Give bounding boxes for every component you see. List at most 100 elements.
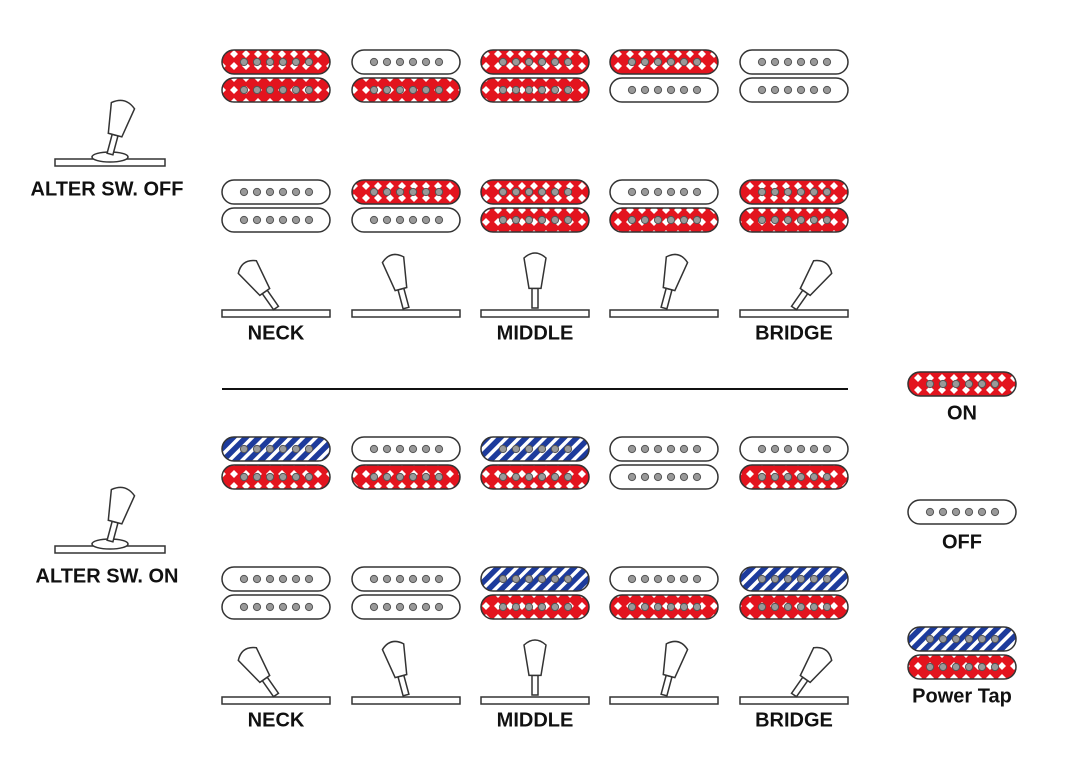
pole-piece (537, 574, 547, 584)
pole-piece (809, 444, 819, 454)
selector-base (739, 309, 849, 318)
pole-piece (563, 444, 573, 454)
pole-piece (421, 187, 431, 197)
pole-piece (239, 472, 249, 482)
lever-tip (237, 259, 271, 297)
pole-piece (395, 574, 405, 584)
selector-lever (381, 253, 410, 310)
pole-piece (395, 472, 405, 482)
legend-label: ON (947, 402, 977, 424)
pole-piece (796, 444, 806, 454)
pole-piece (421, 57, 431, 67)
coil-body (221, 207, 331, 233)
pole-piece (511, 574, 521, 584)
pickup-coil (609, 207, 719, 233)
selector-base (221, 309, 331, 318)
pole-piece (977, 634, 987, 644)
pole-piece (252, 602, 262, 612)
pickup-coil (739, 179, 849, 205)
pole-piece (640, 444, 650, 454)
coil-body (351, 179, 461, 205)
pole-piece (395, 215, 405, 225)
pole-piece (770, 187, 780, 197)
pickup-coil (351, 594, 461, 620)
lever-tip (799, 646, 833, 684)
pole-piece (498, 85, 508, 95)
pole-piece (369, 574, 379, 584)
pole-piece (550, 574, 560, 584)
pole-piece (653, 57, 663, 67)
pole-piece (770, 472, 780, 482)
pole-piece (809, 57, 819, 67)
pole-piece (679, 57, 689, 67)
pole-piece (265, 85, 275, 95)
lever-tip (107, 486, 136, 525)
pickup-coil (221, 464, 331, 490)
pickup-coil (609, 179, 719, 205)
pole-piece (822, 444, 832, 454)
pole-piece (640, 187, 650, 197)
pole-piece (278, 444, 288, 454)
pole-piece (498, 215, 508, 225)
pickup-coil (609, 77, 719, 103)
pole-piece (925, 507, 935, 517)
legend-label: OFF (942, 531, 982, 553)
pole-piece (757, 602, 767, 612)
coil-body (221, 77, 331, 103)
pickup-coil (739, 49, 849, 75)
pole-piece (434, 472, 444, 482)
pole-piece (291, 57, 301, 67)
pole-piece (640, 574, 650, 584)
lever-tip (662, 640, 689, 679)
pole-piece (653, 215, 663, 225)
pole-piece (239, 57, 249, 67)
pole-piece (524, 444, 534, 454)
pole-piece (627, 444, 637, 454)
pickup-coil (609, 49, 719, 75)
pole-piece (563, 85, 573, 95)
pole-piece (278, 85, 288, 95)
pole-piece (990, 507, 1000, 517)
pole-piece (692, 187, 702, 197)
pole-piece (278, 187, 288, 197)
pole-piece (369, 187, 379, 197)
pole-piece (434, 85, 444, 95)
pole-piece (770, 215, 780, 225)
pole-piece (265, 444, 275, 454)
coil-body (351, 464, 461, 490)
pole-piece (524, 187, 534, 197)
coil-body (609, 49, 719, 75)
pole-piece (692, 574, 702, 584)
pole-piece (252, 472, 262, 482)
pickup-coil (480, 464, 590, 490)
pole-piece (627, 85, 637, 95)
selector-lever (523, 252, 547, 309)
pickup-coil (739, 77, 849, 103)
pole-piece (278, 574, 288, 584)
pole-piece (757, 444, 767, 454)
pickup-coil (907, 626, 1017, 652)
pole-piece (640, 472, 650, 482)
pole-piece (304, 444, 314, 454)
pole-piece (692, 57, 702, 67)
pole-piece (679, 574, 689, 584)
coil-body (739, 49, 849, 75)
coil-body (221, 594, 331, 620)
pole-piece (822, 57, 832, 67)
pole-piece (627, 187, 637, 197)
pole-piece (666, 215, 676, 225)
pole-piece (252, 444, 262, 454)
pickup-coil (221, 594, 331, 620)
pole-piece (278, 57, 288, 67)
pickup-coil (609, 436, 719, 462)
lever-stem (790, 676, 809, 698)
selector-lever (381, 640, 410, 697)
pickup-coil (351, 436, 461, 462)
pole-piece (395, 57, 405, 67)
pole-piece (278, 215, 288, 225)
pole-piece (239, 574, 249, 584)
pole-piece (434, 187, 444, 197)
pole-piece (524, 472, 534, 482)
pickup-coil (480, 179, 590, 205)
legend-label: Power Tap (912, 685, 1012, 707)
